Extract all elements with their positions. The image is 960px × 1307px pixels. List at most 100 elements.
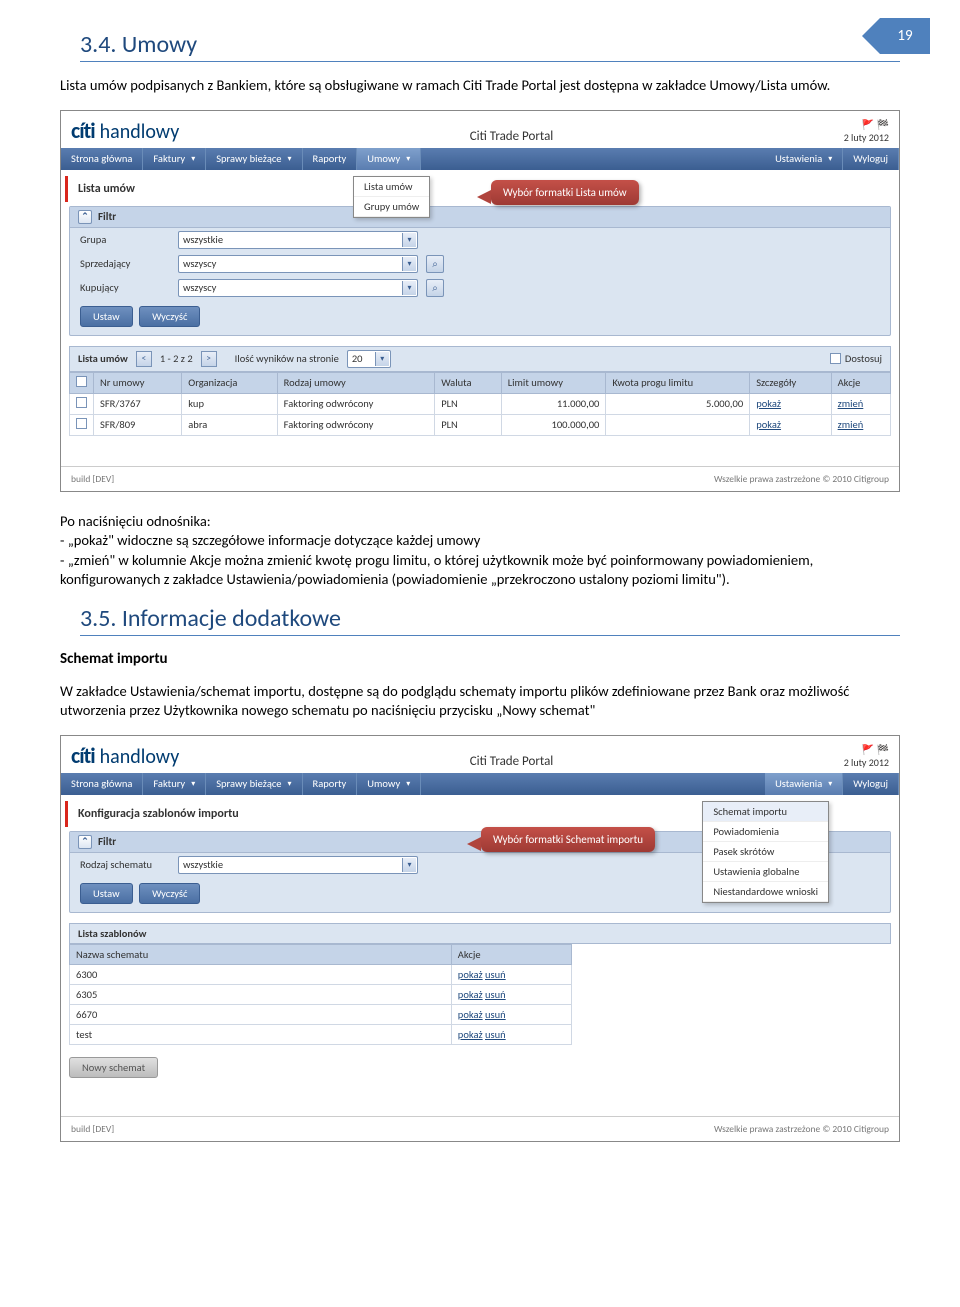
ustaw-button[interactable]: Ustaw bbox=[80, 883, 133, 904]
flag-icons: 🚩 🏁 bbox=[844, 118, 889, 131]
wyczysc-button[interactable]: Wyczyść bbox=[139, 883, 200, 904]
usun-link[interactable]: usuń bbox=[485, 988, 506, 1001]
footer-build: build [DEV] bbox=[71, 1123, 114, 1135]
table-row: SFR/3767kupFaktoring odwróconyPLN11.000,… bbox=[70, 393, 891, 414]
portal-title: Citi Trade Portal bbox=[179, 748, 843, 769]
callout-schemat-importu: Wybór formatki Schemat importu bbox=[481, 827, 655, 852]
filter-lookup-icon[interactable]: ⌕ bbox=[426, 279, 444, 297]
filter-label-0: Grupa bbox=[80, 233, 170, 246]
filter-rodzaj-schematu-label: Rodzaj schematu bbox=[80, 858, 170, 871]
dropdown-schemat-importu[interactable]: Schemat importu bbox=[703, 802, 828, 822]
col-6: Szczegóły bbox=[750, 372, 831, 393]
table-row: testpokaż usuń bbox=[70, 1024, 572, 1044]
citi-logo: cíti handlowy bbox=[71, 117, 179, 144]
zmien-link[interactable]: zmień bbox=[838, 418, 864, 431]
filter-panel: ⌃ Filtr Grupa wszystkie▾ Sprzedający wszysc… bbox=[69, 206, 891, 336]
nav-raporty[interactable]: Raporty bbox=[303, 148, 358, 170]
list-toolbar-szablonow: Lista szablonów bbox=[69, 923, 891, 944]
nav-wyloguj[interactable]: Wyloguj bbox=[843, 773, 899, 795]
row-checkbox[interactable] bbox=[76, 418, 87, 429]
nav-faktury[interactable]: Faktury bbox=[143, 773, 206, 795]
dropdown-pasek-skrotow[interactable]: Pasek skrótów bbox=[703, 842, 828, 862]
dropdown-ustawienia-globalne[interactable]: Ustawienia globalne bbox=[703, 862, 828, 882]
nav-sprawy[interactable]: Sprawy bieżące bbox=[206, 148, 302, 170]
perpage-select[interactable]: 20▾ bbox=[347, 350, 391, 368]
footer-build: build [DEV] bbox=[71, 473, 114, 485]
dropdown-powiadomienia[interactable]: Powiadomienia bbox=[703, 822, 828, 842]
usun-link[interactable]: usuń bbox=[485, 968, 506, 981]
col-akcje: Akcje bbox=[451, 944, 571, 964]
nav-ustawienia[interactable]: Ustawienia bbox=[765, 148, 843, 170]
umowy-table: Nr umowyOrganizacjaRodzaj umowyWalutaLim… bbox=[69, 372, 891, 436]
nav-wyloguj[interactable]: Wyloguj bbox=[843, 148, 899, 170]
filter-lookup-icon[interactable]: ⌕ bbox=[426, 255, 444, 273]
nav-ustawienia[interactable]: Ustawienia bbox=[765, 773, 843, 795]
col-4: Limit umowy bbox=[501, 372, 606, 393]
pokaz-link[interactable]: pokaż bbox=[756, 397, 781, 410]
table-row: 6305pokaż usuń bbox=[70, 984, 572, 1004]
heading-3-5: 3.5. Informacje dodatkowe bbox=[80, 604, 900, 636]
usun-link[interactable]: usuń bbox=[485, 1008, 506, 1021]
dostosuj-checkbox[interactable] bbox=[830, 353, 841, 364]
nav-strona-glowna[interactable]: Strona główna bbox=[61, 148, 143, 170]
col-5: Kwota progu limitu bbox=[606, 372, 750, 393]
col-7: Akcje bbox=[831, 372, 890, 393]
pager-next-icon[interactable]: > bbox=[201, 351, 217, 367]
filter-select-0[interactable]: wszystkie▾ bbox=[178, 231, 418, 249]
perpage-label: Ilość wyników na stronie bbox=[235, 352, 339, 365]
pokaz-link[interactable]: pokaż bbox=[458, 968, 483, 981]
citi-logo: cíti handlowy bbox=[71, 742, 179, 769]
portal-title: Citi Trade Portal bbox=[179, 123, 843, 144]
usun-link[interactable]: usuń bbox=[485, 1028, 506, 1041]
nav-faktury[interactable]: Faktury bbox=[143, 148, 206, 170]
col-3: Waluta bbox=[435, 372, 502, 393]
callout-lista-umow: Wybór formatki Lista umów bbox=[491, 180, 639, 205]
dropdown-lista-umow[interactable]: Lista umów bbox=[354, 177, 429, 197]
pokaz-link[interactable]: pokaż bbox=[756, 418, 781, 431]
page-number: 19 bbox=[897, 27, 912, 45]
nav-umowy[interactable]: Umowy bbox=[357, 148, 421, 170]
pokaz-link[interactable]: pokaż bbox=[458, 1028, 483, 1041]
filter-rodzaj-schematu-select[interactable]: wszystkie▾ bbox=[178, 856, 418, 874]
wyczysc-button[interactable]: Wyczyść bbox=[139, 306, 200, 327]
dropdown-grupy-umow[interactable]: Grupy umów bbox=[354, 197, 429, 217]
filter-label: Filtr bbox=[98, 835, 116, 848]
ustawienia-dropdown: Schemat importu Powiadomienia Pasek skró… bbox=[702, 801, 829, 903]
filter-label-1: Sprzedający bbox=[80, 257, 170, 270]
para-schemat: W zakładce Ustawienia/schemat importu, d… bbox=[60, 682, 900, 721]
nav-strona-glowna[interactable]: Strona główna bbox=[61, 773, 143, 795]
nav-bar: Strona główna Faktury Sprawy bieżące Rap… bbox=[61, 773, 899, 795]
zmien-link[interactable]: zmień bbox=[838, 397, 864, 410]
filter-select-1[interactable]: wszyscy▾ bbox=[178, 255, 418, 273]
select-all-checkbox[interactable] bbox=[76, 376, 87, 387]
row-checkbox[interactable] bbox=[76, 397, 87, 408]
pokaz-link[interactable]: pokaż bbox=[458, 1008, 483, 1021]
table-row: 6300pokaż usuń bbox=[70, 964, 572, 984]
nav-umowy[interactable]: Umowy bbox=[357, 773, 421, 795]
table-row: 6670pokaż usuń bbox=[70, 1004, 572, 1024]
nav-raporty[interactable]: Raporty bbox=[303, 773, 358, 795]
collapse-icon[interactable]: ⌃ bbox=[78, 210, 92, 224]
col-2: Rodzaj umowy bbox=[277, 372, 435, 393]
pager-prev-icon[interactable]: < bbox=[136, 351, 152, 367]
table-row: SFR/809abraFaktoring odwróconyPLN100.000… bbox=[70, 414, 891, 435]
footer-copyright: Wszelkie prawa zastrzeżone © 2010 Citigr… bbox=[714, 473, 889, 485]
header-date: 🚩 🏁 2 luty 2012 bbox=[844, 743, 889, 769]
col-nazwa: Nazwa schematu bbox=[70, 944, 452, 964]
filter-select-2[interactable]: wszyscy▾ bbox=[178, 279, 418, 297]
nowy-schemat-button[interactable]: Nowy schemat bbox=[69, 1057, 158, 1078]
page-number-badge: 19 bbox=[880, 18, 940, 58]
collapse-icon[interactable]: ⌃ bbox=[78, 835, 92, 849]
pokaz-link[interactable]: pokaż bbox=[458, 988, 483, 1001]
para-po-nacisnieciu: Po naciśnięciu odnośnika: - „pokaż" wido… bbox=[60, 512, 900, 590]
flag-icons: 🚩 🏁 bbox=[844, 743, 889, 756]
screenshot-schemat-importu: cíti handlowy Citi Trade Portal 🚩 🏁 2 lu… bbox=[60, 735, 900, 1142]
col-0: Nr umowy bbox=[94, 372, 182, 393]
dropdown-niestandardowe[interactable]: Niestandardowe wnioski bbox=[703, 882, 828, 902]
list-toolbar: Lista umów < 1 - 2 z 2 > Ilość wyników n… bbox=[69, 346, 891, 372]
intro-3-4: Lista umów podpisanych z Bankiem, które … bbox=[60, 76, 900, 96]
screenshot-lista-umow: cíti handlowy Citi Trade Portal 🚩 🏁 2 lu… bbox=[60, 110, 900, 492]
nav-sprawy[interactable]: Sprawy bieżące bbox=[206, 773, 302, 795]
filter-label: Filtr bbox=[98, 210, 116, 223]
ustaw-button[interactable]: Ustaw bbox=[80, 306, 133, 327]
